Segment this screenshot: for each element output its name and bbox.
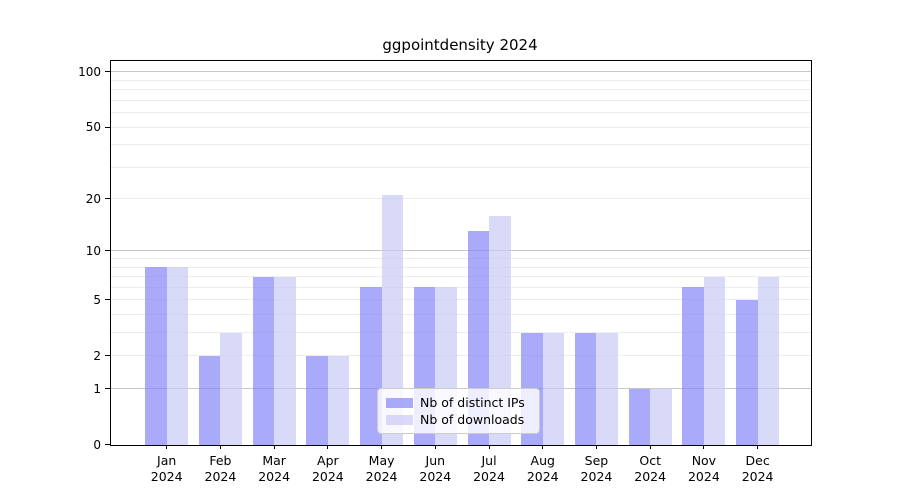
bar-sep-downloads xyxy=(596,332,618,445)
x-axis-tick xyxy=(488,445,490,449)
minor-gridline xyxy=(111,89,811,91)
legend: Nb of distinct IPs Nb of downloads xyxy=(377,388,540,434)
bar-nov-distinct-ips xyxy=(682,287,704,445)
y-axis-tick xyxy=(105,388,110,390)
bar-mar-downloads xyxy=(274,276,296,445)
x-axis-tick xyxy=(703,445,705,449)
minor-gridline xyxy=(111,144,811,146)
y-axis-tick xyxy=(105,299,110,301)
bar-apr-downloads xyxy=(327,355,350,445)
minor-gridline xyxy=(111,79,811,81)
minor-gridline xyxy=(111,112,811,114)
minor-gridline xyxy=(111,355,811,357)
x-tick-label-jan: Jan 2024 xyxy=(150,452,183,484)
minor-gridline xyxy=(111,299,811,301)
minor-gridline xyxy=(111,314,811,316)
y-axis-tick xyxy=(105,71,110,73)
x-axis-tick xyxy=(757,445,759,449)
chart-title: ggpointdensity 2024 xyxy=(382,36,538,54)
bar-aug-downloads xyxy=(542,332,565,445)
legend-item-distinct-ips: Nb of distinct IPs xyxy=(386,395,531,411)
y-tick-label-100: 100 xyxy=(78,64,101,79)
x-axis-tick xyxy=(327,445,329,449)
x-tick-label-oct: Oct 2024 xyxy=(634,452,667,484)
x-axis-tick xyxy=(273,445,275,449)
y-axis-tick xyxy=(105,198,110,200)
y-tick-label-1: 1 xyxy=(93,381,101,396)
x-tick-label-jun: Jun 2024 xyxy=(419,452,452,484)
legend-label-distinct-ips: Nb of distinct IPs xyxy=(420,394,525,410)
bar-mar-distinct-ips xyxy=(252,276,275,445)
x-tick-label-apr: Apr 2024 xyxy=(311,452,344,484)
bar-jan-distinct-ips xyxy=(145,267,167,445)
major-gridline xyxy=(111,71,811,73)
minor-gridline xyxy=(111,276,811,278)
x-axis-tick xyxy=(381,445,383,449)
x-tick-label-feb: Feb 2024 xyxy=(204,452,237,484)
y-tick-label-0: 0 xyxy=(93,437,101,452)
x-axis-tick xyxy=(166,445,168,449)
x-tick-label-nov: Nov 2024 xyxy=(687,452,720,484)
minor-gridline xyxy=(111,266,811,268)
minor-gridline xyxy=(111,286,811,288)
y-axis-tick xyxy=(105,444,110,445)
legend-swatch-distinct-ips xyxy=(386,397,413,408)
x-axis-tick xyxy=(595,445,597,449)
bar-sep-distinct-ips xyxy=(574,332,597,445)
major-gridline xyxy=(111,250,811,252)
x-axis-tick xyxy=(434,445,436,449)
x-tick-label-sep: Sep 2024 xyxy=(580,452,613,484)
bar-dec-distinct-ips xyxy=(736,299,758,445)
y-axis-tick xyxy=(105,355,110,357)
minor-gridline xyxy=(111,332,811,334)
legend-swatch-downloads xyxy=(386,414,413,425)
legend-label-downloads: Nb of downloads xyxy=(420,411,525,427)
x-tick-label-aug: Aug 2024 xyxy=(526,452,559,484)
bar-jan-downloads xyxy=(166,267,189,445)
bar-may-downloads xyxy=(381,195,404,445)
bar-may-distinct-ips xyxy=(360,287,382,445)
bar-oct-distinct-ips xyxy=(628,388,651,445)
x-tick-label-dec: Dec 2024 xyxy=(741,452,774,484)
y-tick-label-2: 2 xyxy=(93,348,101,363)
y-tick-label-5: 5 xyxy=(93,292,101,307)
y-axis-tick xyxy=(105,126,110,128)
x-tick-label-jul: Jul 2024 xyxy=(473,452,505,484)
minor-gridline xyxy=(111,126,811,128)
minor-gridline xyxy=(111,198,811,200)
y-tick-label-20: 20 xyxy=(85,191,101,206)
x-tick-label-may: May 2024 xyxy=(365,452,398,484)
bar-feb-distinct-ips xyxy=(198,355,221,445)
y-tick-label-10: 10 xyxy=(85,243,101,258)
y-tick-label-50: 50 xyxy=(85,120,101,135)
x-axis-tick xyxy=(219,445,221,449)
y-axis-tick xyxy=(105,250,110,252)
x-axis-tick xyxy=(542,445,544,449)
bar-dec-downloads xyxy=(757,276,780,445)
minor-gridline xyxy=(111,99,811,101)
bar-feb-downloads xyxy=(220,332,242,445)
minor-gridline xyxy=(111,166,811,168)
x-tick-label-mar: Mar 2024 xyxy=(258,452,291,484)
bar-oct-downloads xyxy=(650,388,672,445)
minor-gridline xyxy=(111,258,811,260)
bar-nov-downloads xyxy=(703,276,726,445)
bar-apr-distinct-ips xyxy=(306,355,328,445)
legend-item-downloads: Nb of downloads xyxy=(386,412,531,428)
x-axis-tick xyxy=(649,445,651,449)
bar-jul-downloads xyxy=(489,215,511,445)
plot-area xyxy=(110,60,812,446)
